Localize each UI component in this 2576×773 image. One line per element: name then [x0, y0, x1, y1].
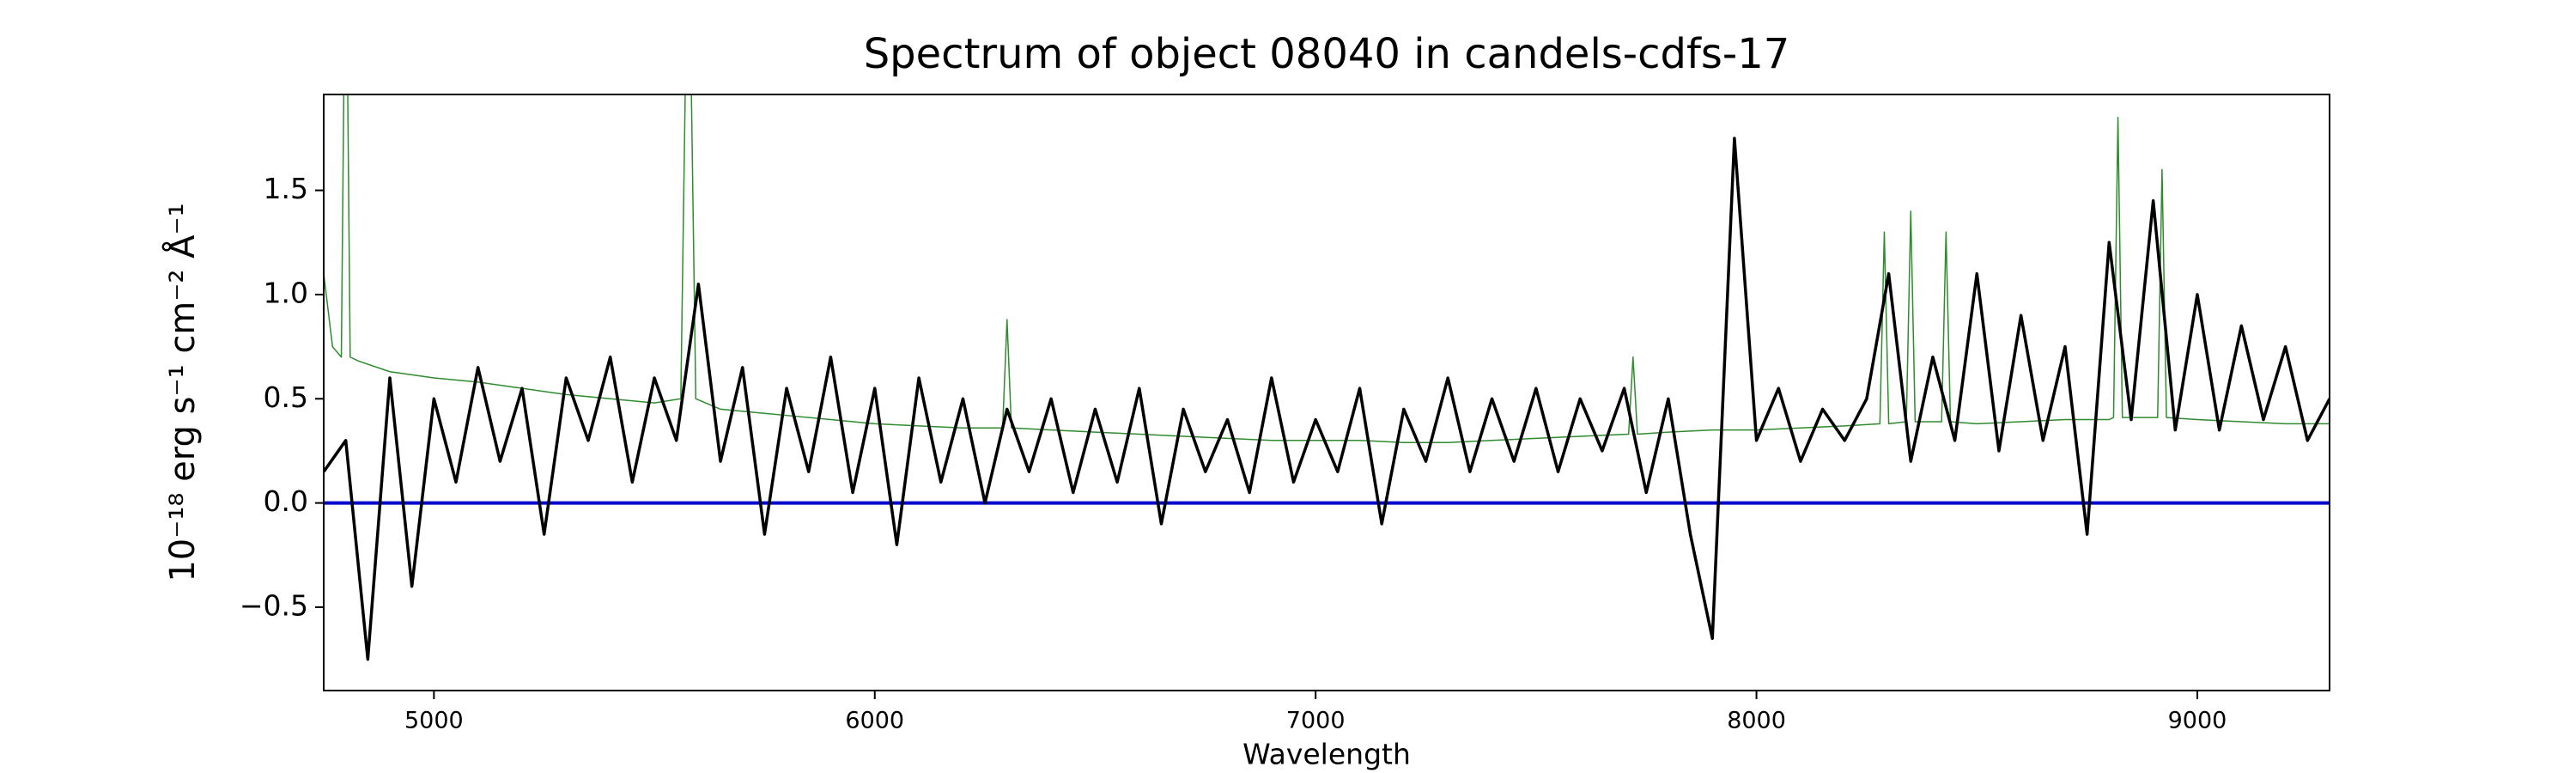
x-tick-label: 5000	[404, 708, 464, 734]
spectrum-line	[324, 94, 2330, 443]
x-tick-label: 9000	[2168, 708, 2227, 734]
spectrum-line	[324, 137, 2330, 661]
y-tick-label: 0.0	[264, 484, 308, 518]
x-axis-label: Wavelength	[1242, 738, 1411, 771]
plot-area	[324, 94, 2330, 661]
chart-title: Spectrum of object 08040 in candels-cdfs…	[864, 30, 1790, 78]
axes-frame	[323, 94, 2330, 691]
y-tick-label: 1.5	[264, 172, 308, 205]
x-tick-label: 8000	[1727, 708, 1786, 734]
y-tick-label: 0.5	[264, 380, 308, 414]
y-tick-label: −0.5	[240, 588, 308, 622]
x-tick-label: 6000	[845, 708, 904, 734]
y-axis-label: 10⁻¹⁸ erg s⁻¹ cm⁻² Å⁻¹	[161, 203, 203, 581]
y-tick-label: 1.0	[264, 276, 308, 309]
x-tick-label: 7000	[1286, 708, 1346, 734]
